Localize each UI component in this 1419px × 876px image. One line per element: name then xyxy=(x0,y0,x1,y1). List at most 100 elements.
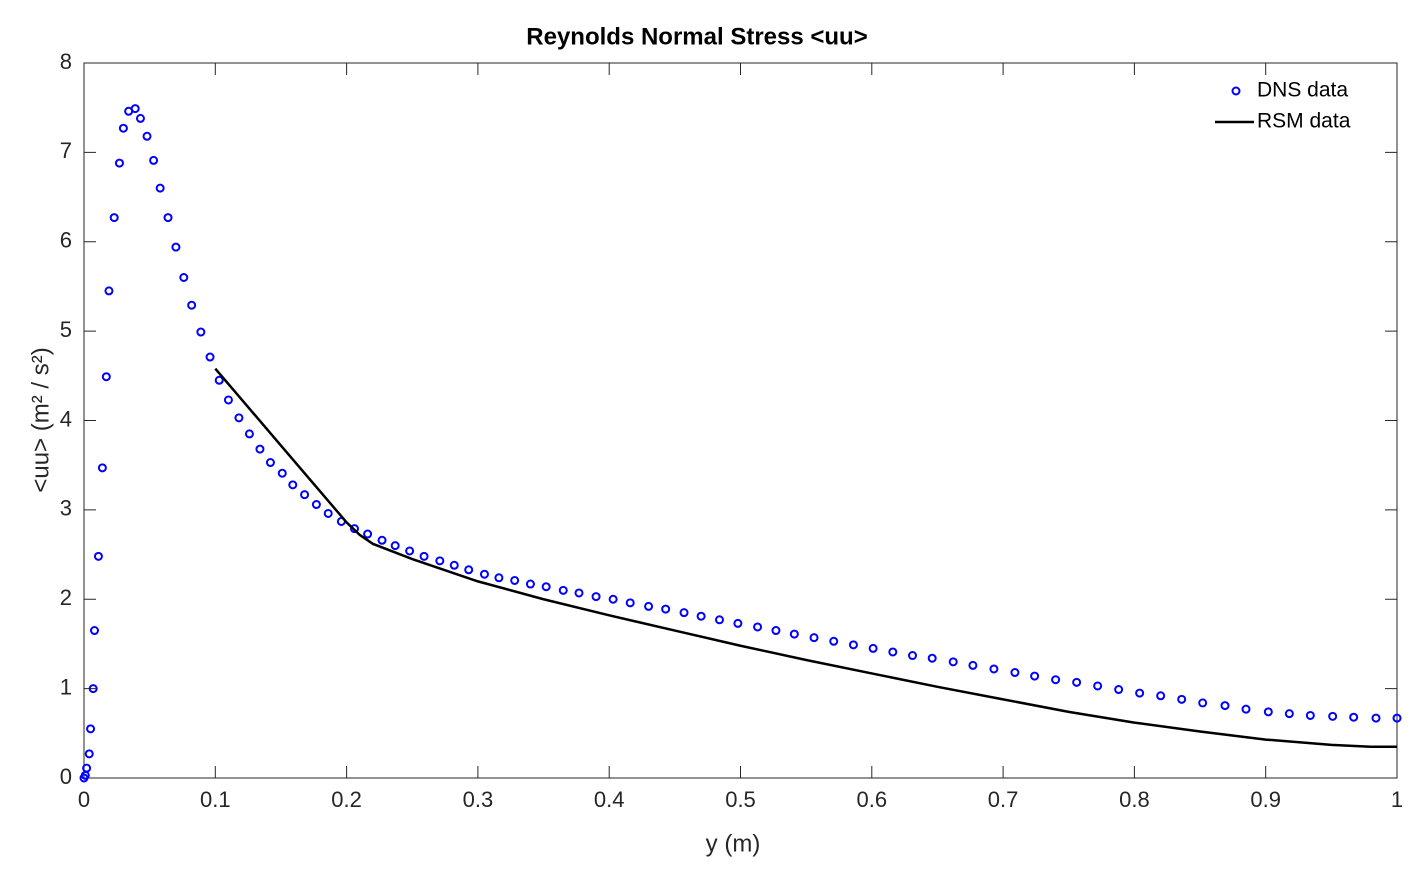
dns-marker xyxy=(644,601,654,611)
x-tick-label: 0.3 xyxy=(463,787,494,812)
dns-marker xyxy=(888,647,898,657)
dns-marker xyxy=(1198,698,1208,708)
y-tick-label: 4 xyxy=(60,406,72,431)
y-tick-label: 5 xyxy=(60,317,72,342)
dns-marker xyxy=(574,588,584,598)
x-tick-label: 0.5 xyxy=(725,787,756,812)
dns-marker xyxy=(223,395,233,405)
dns-marker xyxy=(829,636,839,646)
dns-marker xyxy=(789,629,799,639)
dns-marker xyxy=(733,618,743,628)
dns-marker xyxy=(494,573,504,583)
dns-marker xyxy=(205,352,215,362)
dns-marker xyxy=(84,749,94,759)
y-tick-label: 6 xyxy=(60,228,72,253)
dns-marker xyxy=(464,565,474,575)
y-tick-label: 8 xyxy=(60,49,72,74)
x-tick-label: 0.2 xyxy=(331,787,362,812)
dns-marker xyxy=(948,657,958,667)
dns-marker xyxy=(93,551,103,561)
dns-marker xyxy=(114,158,124,168)
legend-marker xyxy=(1231,86,1241,96)
y-tick-label: 1 xyxy=(60,674,72,699)
dns-marker xyxy=(109,213,119,223)
dns-marker xyxy=(277,468,287,478)
dns-marker xyxy=(155,183,165,193)
dns-marker xyxy=(753,622,763,632)
legend-label: RSM data xyxy=(1257,110,1351,133)
dns-marker xyxy=(104,286,114,296)
dns-marker xyxy=(363,529,373,539)
dns-marker xyxy=(525,579,535,589)
dns-marker xyxy=(101,372,111,382)
rsm-line xyxy=(214,367,1397,748)
dns-marker xyxy=(1263,707,1273,717)
dns-marker xyxy=(163,213,173,223)
chart-title: Reynolds Normal Stress <uu> xyxy=(526,23,867,50)
y-axis-label: <uu> (m² / s²) xyxy=(27,347,54,492)
x-tick-label: 0.1 xyxy=(200,787,231,812)
dns-marker xyxy=(510,575,520,585)
dns-marker xyxy=(1220,701,1230,711)
dns-marker xyxy=(118,123,128,133)
dns-marker xyxy=(97,463,107,473)
dns-marker xyxy=(90,626,100,636)
plot-box xyxy=(83,62,1398,779)
dns-marker xyxy=(142,131,152,141)
x-tick-label: 0 xyxy=(78,787,90,812)
dns-marker xyxy=(311,500,321,510)
dns-marker xyxy=(714,615,724,625)
dns-marker xyxy=(1093,681,1103,691)
dns-marker xyxy=(1328,711,1338,721)
dns-marker xyxy=(419,551,429,561)
dns-marker xyxy=(1135,688,1145,698)
dns-marker xyxy=(1305,710,1315,720)
dns-marker xyxy=(1349,712,1359,722)
dns-marker xyxy=(848,640,858,650)
dns-marker xyxy=(989,664,999,674)
y-tick-label: 0 xyxy=(60,764,72,789)
dns-marker xyxy=(661,604,671,614)
dns-marker xyxy=(868,643,878,653)
legend-label: DNS data xyxy=(1257,79,1348,102)
dns-marker xyxy=(171,242,181,252)
dns-marker xyxy=(288,480,298,490)
dns-marker xyxy=(135,113,145,123)
dns-marker xyxy=(809,633,819,643)
dns-marker xyxy=(214,375,224,385)
dns-marker xyxy=(1030,671,1040,681)
dns-marker xyxy=(696,611,706,621)
x-tick-label: 0.8 xyxy=(1119,787,1150,812)
dns-marker xyxy=(679,608,689,618)
x-axis-label: y (m) xyxy=(706,830,761,857)
dns-marker xyxy=(187,300,197,310)
dns-marker xyxy=(349,524,359,534)
x-tick-label: 0.6 xyxy=(857,787,888,812)
x-tick-label: 0.7 xyxy=(988,787,1019,812)
dns-marker xyxy=(265,458,275,468)
x-tick-label: 0.9 xyxy=(1250,787,1281,812)
dns-marker xyxy=(179,273,189,282)
dns-marker xyxy=(234,413,244,423)
y-tick-label: 3 xyxy=(60,496,72,521)
y-tick-label: 2 xyxy=(60,585,72,610)
dns-marker xyxy=(591,592,601,602)
dns-marker xyxy=(541,582,551,592)
dns-marker xyxy=(608,594,618,604)
dns-marker xyxy=(968,660,978,670)
dns-marker xyxy=(1072,677,1082,687)
dns-marker xyxy=(435,556,445,566)
dns-marker xyxy=(1051,675,1061,685)
dns-marker xyxy=(130,104,140,114)
dns-marker xyxy=(558,585,568,595)
dns-marker xyxy=(927,653,937,663)
dns-marker xyxy=(244,429,254,439)
dns-marker xyxy=(479,569,489,579)
dns-marker xyxy=(1010,668,1020,678)
dns-marker xyxy=(908,651,918,661)
dns-marker xyxy=(1177,694,1187,704)
dns-marker xyxy=(1114,685,1124,695)
dns-marker xyxy=(300,490,310,500)
dns-marker xyxy=(771,626,781,636)
